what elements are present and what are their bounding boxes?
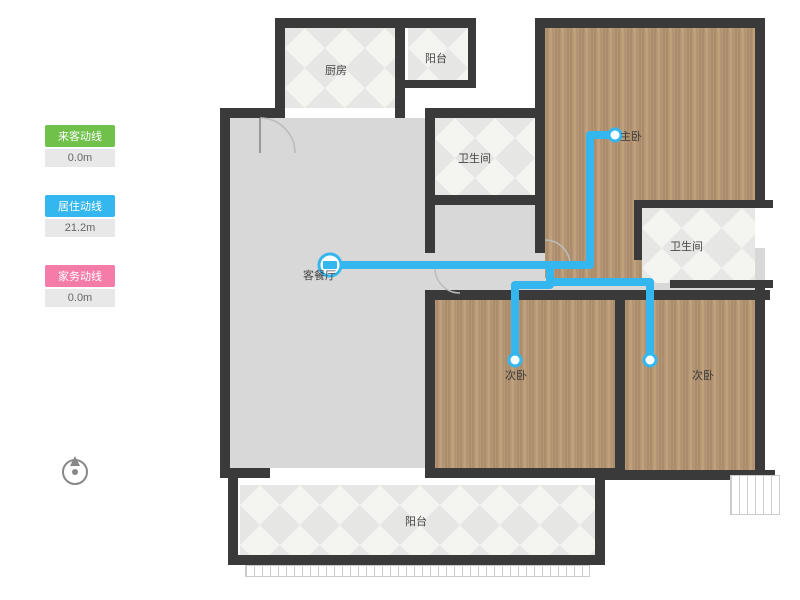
legend-panel: 来客动线 0.0m 居住动线 21.2m 家务动线 0.0m bbox=[45, 125, 115, 335]
label-second1: 次卧 bbox=[505, 367, 527, 383]
wall-kitchen-left bbox=[275, 18, 285, 118]
label-balcony2: 阳台 bbox=[405, 513, 427, 529]
floorplan: 厨房 阳台 卫生间 客餐厅 主卧 卫生间 次卧 次卧 阳台 bbox=[200, 10, 780, 590]
wall-bath1-bottom bbox=[425, 195, 543, 205]
room-living bbox=[230, 118, 425, 468]
wall-right-lower bbox=[755, 280, 765, 480]
wall-balcony1-bottom bbox=[405, 80, 475, 88]
wall-bottom bbox=[228, 555, 603, 565]
label-bath1: 卫生间 bbox=[458, 150, 491, 166]
label-master: 主卧 bbox=[620, 128, 642, 144]
legend-item-chores: 家务动线 0.0m bbox=[45, 265, 115, 307]
room-second2 bbox=[625, 300, 765, 470]
legend-value-chores: 0.0m bbox=[45, 289, 115, 307]
wall-bath2-top bbox=[634, 200, 764, 208]
room-second1 bbox=[435, 300, 615, 470]
wall-bath2-left bbox=[634, 200, 642, 260]
label-balcony1: 阳台 bbox=[425, 50, 447, 66]
legend-value-living: 21.2m bbox=[45, 219, 115, 237]
wall-left bbox=[220, 108, 230, 478]
wall-bedrooms-top bbox=[425, 290, 770, 300]
label-living: 客餐厅 bbox=[303, 267, 336, 283]
legend-item-living: 居住动线 21.2m bbox=[45, 195, 115, 237]
wall-bath2-bottom bbox=[670, 280, 765, 288]
label-second2: 次卧 bbox=[692, 367, 714, 383]
legend-label-living: 居住动线 bbox=[45, 195, 115, 217]
balcony-rail-right bbox=[730, 475, 780, 515]
label-bath2: 卫生间 bbox=[670, 238, 703, 254]
wall-top-right bbox=[535, 18, 765, 28]
wall-bedrooms-divider bbox=[615, 290, 625, 480]
wall-master-left bbox=[535, 18, 545, 253]
wall-balcony-left bbox=[228, 468, 238, 563]
legend-label-chores: 家务动线 bbox=[45, 265, 115, 287]
balcony-rail-bottom bbox=[245, 565, 590, 577]
corridor-upper bbox=[425, 205, 535, 253]
wall-bath1-top bbox=[425, 108, 543, 118]
wall-kitchen-right bbox=[395, 18, 405, 118]
wall-second1-bottom bbox=[425, 468, 625, 478]
wall-balcony-right bbox=[595, 470, 605, 565]
legend-value-visitor: 0.0m bbox=[45, 149, 115, 167]
wall-living-right-lower bbox=[425, 290, 435, 478]
label-kitchen: 厨房 bbox=[325, 62, 347, 78]
legend-label-visitor: 来客动线 bbox=[45, 125, 115, 147]
wall-living-right-upper bbox=[425, 108, 435, 253]
wall-living-bottom-left bbox=[220, 468, 270, 478]
wall-balcony1-right bbox=[468, 18, 476, 88]
wall-right-upper bbox=[755, 18, 765, 208]
legend-item-visitor: 来客动线 0.0m bbox=[45, 125, 115, 167]
compass-icon bbox=[55, 450, 95, 490]
wall-top-left bbox=[275, 18, 475, 28]
